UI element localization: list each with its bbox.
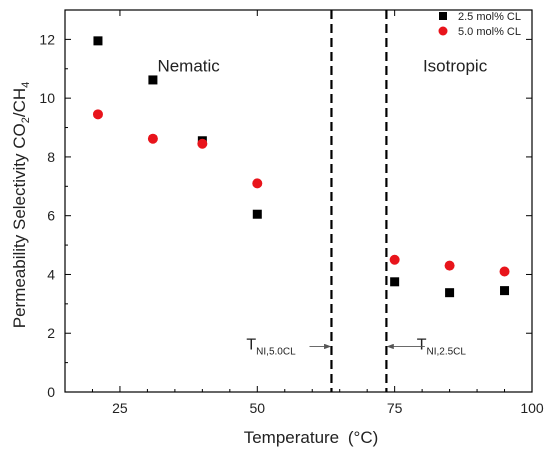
- y-tick-label: 6: [47, 208, 55, 224]
- y-tick-label: 10: [39, 90, 55, 106]
- plot-frame: [64, 9, 533, 393]
- data-point-circle: [197, 138, 208, 149]
- data-point-square: [445, 288, 455, 298]
- x-tick-label: 100: [520, 400, 544, 416]
- y-axis-label-sub2: 4: [20, 82, 32, 88]
- x-axis-title: Temperature (°C): [244, 428, 379, 447]
- transition-temperature-label: TNI,2.5CL: [417, 336, 467, 357]
- data-point-circle: [444, 260, 455, 271]
- data-point-circle: [252, 178, 263, 189]
- region-label: Nematic: [157, 57, 220, 76]
- data-point-square: [390, 277, 400, 287]
- y-tick-label: 8: [47, 149, 55, 165]
- data-point-circle: [499, 266, 510, 277]
- region-label: Isotropic: [423, 57, 488, 76]
- x-tick-label: 25: [112, 400, 128, 416]
- x-tick-label: 75: [387, 400, 403, 416]
- data-point-square: [500, 286, 510, 296]
- transition-temperature-label: TNI,5.0CL: [246, 336, 296, 357]
- y-tick-label: 0: [47, 384, 55, 400]
- y-axis-label-main: Permeability Selectivity CO: [10, 123, 29, 328]
- y-tick-label: 2: [47, 325, 55, 341]
- data-point-square: [93, 36, 103, 46]
- y-axis-label-sub1: 2: [20, 117, 32, 123]
- legend-marker-circle: [438, 26, 448, 36]
- data-point-circle: [389, 254, 400, 265]
- data-point-circle: [147, 133, 158, 144]
- data-point-circle: [92, 109, 103, 120]
- y-tick-label: 12: [39, 31, 55, 47]
- y-axis-title: Permeability Selectivity CO2/CH4: [10, 82, 32, 329]
- x-axis-label: Temperature: [244, 428, 339, 447]
- legend-label-series-2: 5.0 mol% CL: [458, 26, 521, 38]
- x-tick-label: 50: [250, 400, 266, 416]
- data-point-square: [148, 75, 158, 85]
- data-point-square: [252, 209, 262, 219]
- y-axis-label-mid: /CH: [10, 88, 29, 117]
- legend-marker-square: [439, 12, 447, 20]
- y-tick-label: 4: [47, 266, 55, 282]
- legend: 2.5 mol% CL 5.0 mol% CL: [438, 11, 521, 38]
- legend-label-series-1: 2.5 mol% CL: [458, 11, 521, 23]
- x-axis-unit: (°C): [348, 428, 378, 447]
